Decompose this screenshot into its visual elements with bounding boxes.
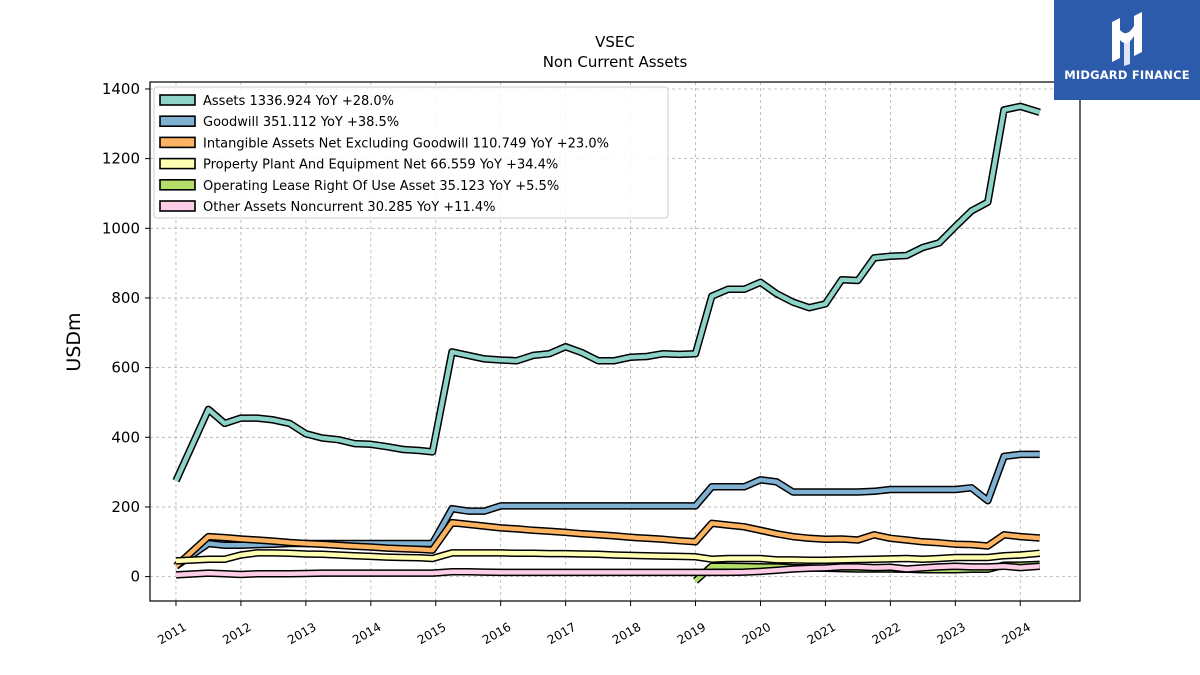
series-lines — [172, 102, 1041, 584]
y-tick-label: 200 — [111, 498, 140, 516]
series-3 — [175, 549, 1041, 565]
legend-box — [153, 86, 669, 219]
series-line — [175, 563, 1040, 578]
legend-entry: Intangible Assets Net Excluding Goodwill… — [203, 136, 609, 151]
y-tick-label: 1200 — [102, 150, 140, 168]
midgard-logo-icon — [1112, 12, 1142, 66]
legend: Assets 1336.924 YoY +28.0% Goodwill 351.1… — [153, 86, 669, 219]
chart-subtitle: Non Current Assets — [543, 53, 688, 71]
legend-entry: Assets 1336.924 YoY +28.0% — [203, 94, 394, 109]
legend-swatch — [159, 200, 196, 212]
series-line — [173, 104, 1041, 482]
series-line — [174, 520, 1040, 568]
y-tick-label: 600 — [111, 359, 140, 377]
chart-title: VSEC — [595, 33, 635, 51]
series-line — [175, 550, 1040, 564]
legend-swatch — [159, 179, 196, 191]
legend-swatch — [159, 94, 196, 106]
legend-entry: Goodwill 351.112 YoY +38.5% — [203, 115, 399, 130]
plot-area-frame — [149, 81, 1081, 602]
y-tick-label: 0 — [130, 568, 140, 586]
y-tick-label: 1000 — [102, 219, 140, 237]
series-0 — [172, 102, 1041, 483]
logo-text: MIDGARD FINANCE — [1064, 68, 1190, 82]
series-5 — [175, 562, 1040, 579]
legend-swatch — [159, 157, 196, 170]
legend-swatch — [159, 136, 196, 149]
y-axis-label: USDm — [63, 312, 85, 371]
legend-entry: Other Assets Noncurrent 30.285 YoY +11.4… — [203, 200, 495, 215]
y-tick-label: 1400 — [102, 80, 140, 98]
series-2 — [173, 518, 1040, 569]
midgard-finance-logo: MIDGARD FINANCE — [1054, 0, 1200, 100]
y-tick-label: 400 — [111, 428, 140, 446]
y-tick-label: 800 — [111, 289, 140, 307]
legend-entry: Operating Lease Right Of Use Asset 35.12… — [203, 179, 559, 194]
legend-entry: Property Plant And Equipment Net 66.559 … — [203, 158, 558, 173]
legend-swatch — [159, 115, 196, 127]
